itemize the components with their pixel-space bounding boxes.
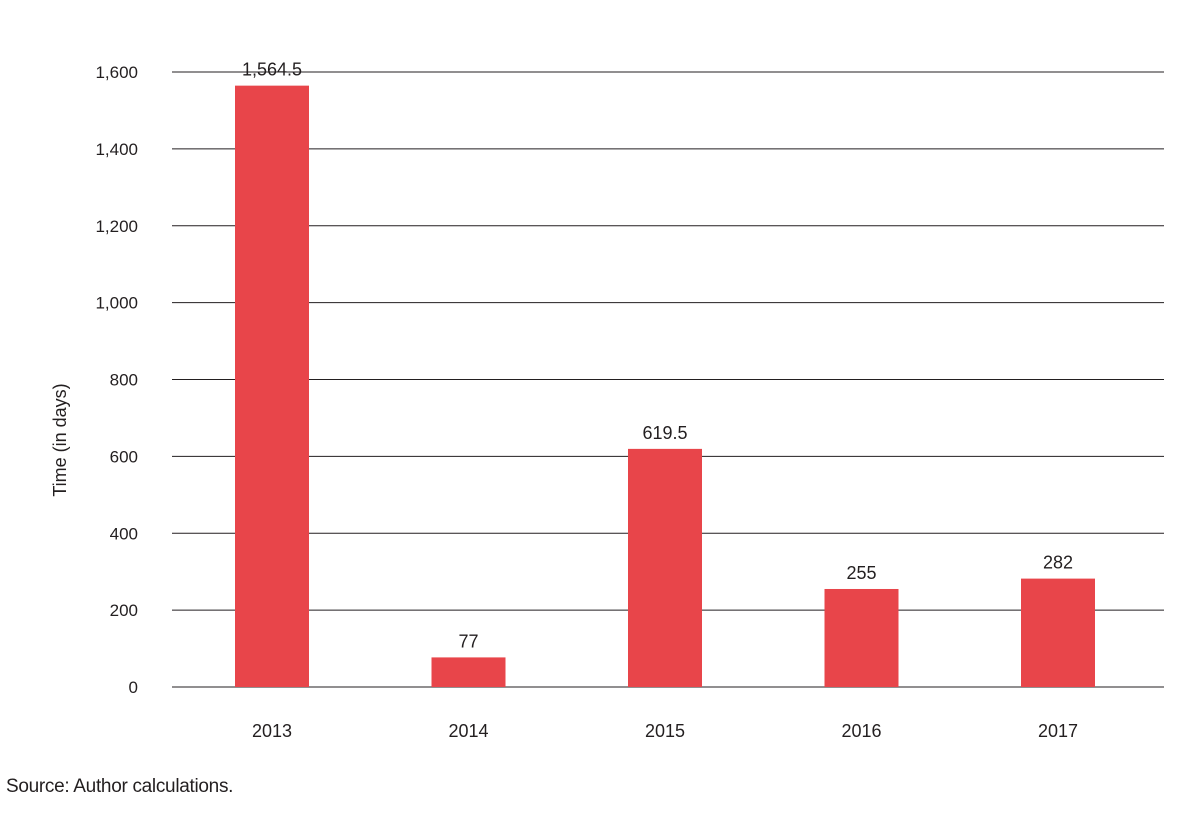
bars (235, 85, 1095, 687)
y-tick-label: 0 (129, 678, 138, 697)
data-label-2016: 255 (846, 563, 876, 583)
gridlines (172, 71, 1164, 688)
bar-2015 (628, 448, 702, 687)
bar-chart: 0 200 400 600 800 1,000 1,200 1,400 1,600 1,564.… (50, 60, 1164, 741)
x-axis-category-labels: 2013 2014 2015 2016 2017 (252, 721, 1078, 741)
y-tick-label: 1,600 (95, 63, 138, 82)
y-tick-label: 1,200 (95, 217, 138, 236)
y-axis-title: Time (in days) (50, 383, 70, 496)
y-tick-label: 1,000 (95, 294, 138, 313)
x-category-label-2013: 2013 (252, 721, 292, 741)
bar-2013 (235, 85, 309, 687)
y-tick-label: 400 (110, 524, 138, 543)
data-label-2013: 1,564.5 (242, 60, 302, 80)
source-note: Source: Author calculations. (6, 776, 234, 797)
bar-2014 (431, 657, 506, 687)
x-category-label-2017: 2017 (1038, 721, 1078, 741)
y-tick-label: 600 (110, 447, 138, 466)
x-category-label-2015: 2015 (645, 721, 685, 741)
y-tick-label: 200 (110, 601, 138, 620)
bar-2016 (824, 588, 899, 687)
bar-2017 (1021, 578, 1095, 687)
data-label-2017: 282 (1043, 553, 1073, 573)
y-axis-tick-labels: 0 200 400 600 800 1,000 1,200 1,400 1,600 (95, 63, 138, 697)
data-label-2015: 619.5 (642, 423, 687, 443)
x-category-label-2014: 2014 (448, 721, 488, 741)
y-tick-label: 800 (110, 371, 138, 390)
y-tick-label: 1,400 (95, 140, 138, 159)
data-label-2014: 77 (458, 631, 478, 651)
data-labels: 1,564.5 77 619.5 255 282 (242, 60, 1073, 652)
x-category-label-2016: 2016 (841, 721, 881, 741)
